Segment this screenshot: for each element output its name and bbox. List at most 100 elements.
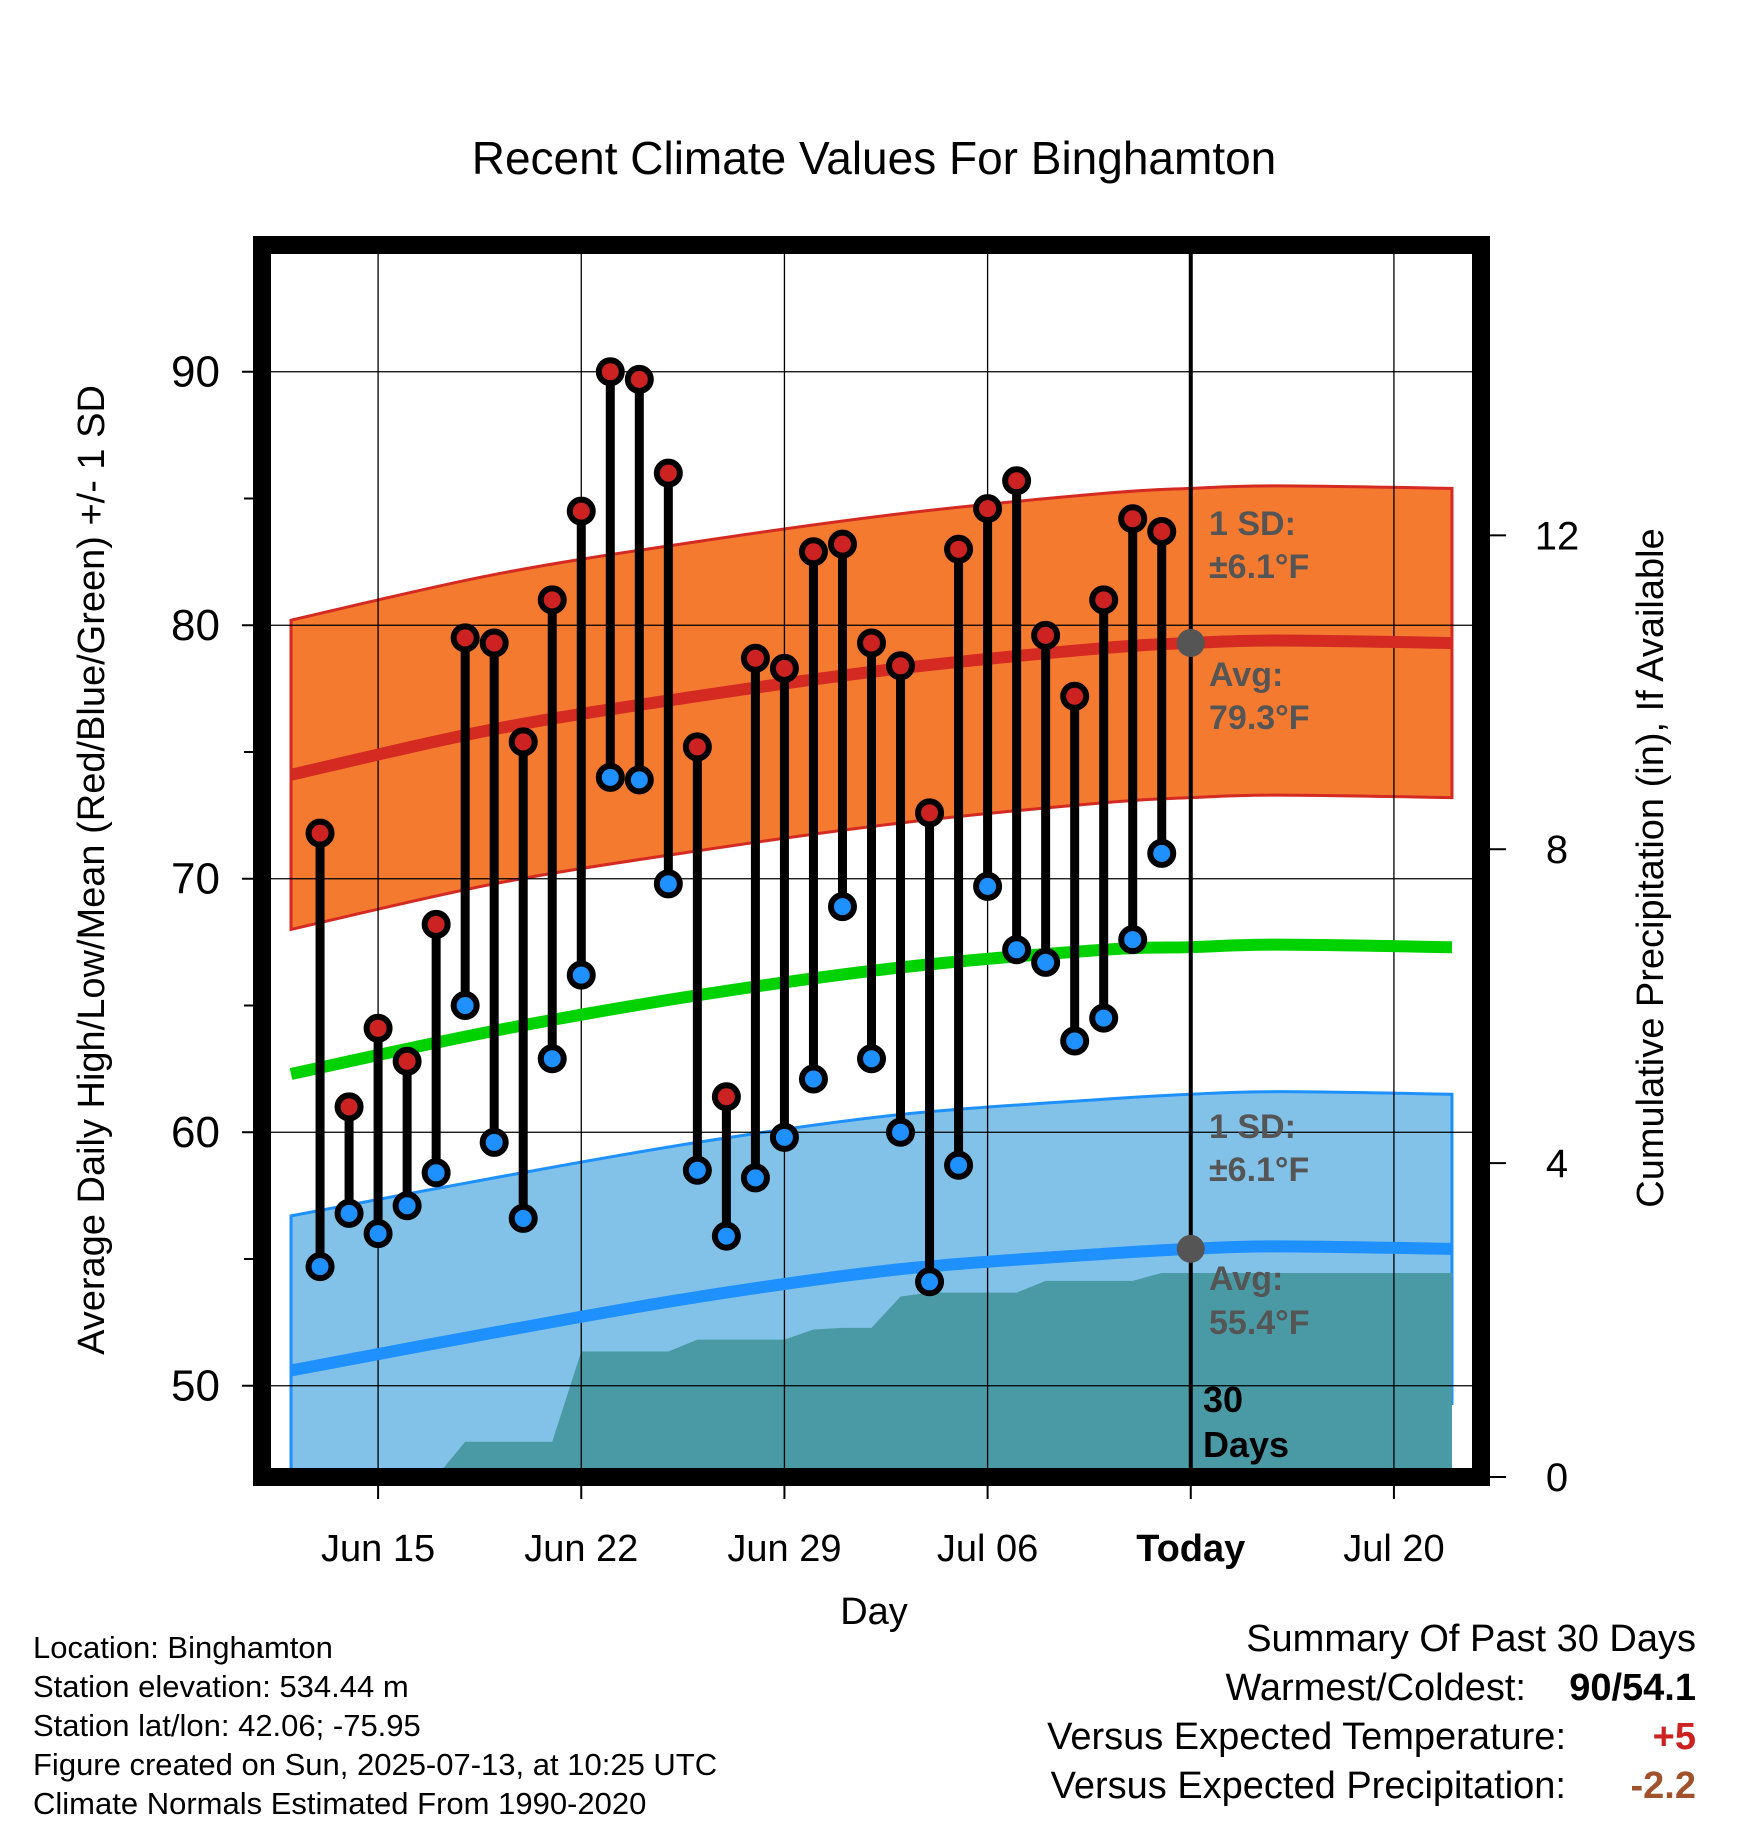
low-point bbox=[1031, 947, 1061, 977]
low-point bbox=[653, 869, 683, 899]
annotation-low-avg: Avg: 55.4°F bbox=[1209, 1260, 1310, 1342]
precip-cumulative-area bbox=[436, 1272, 1452, 1477]
summary-warm-cold-value: 90/54.1 bbox=[1569, 1667, 1696, 1709]
low-point bbox=[392, 1191, 422, 1221]
y-tick-label: 60 bbox=[171, 1108, 220, 1157]
high-point bbox=[334, 1092, 364, 1122]
station-location: Location: Binghamton bbox=[33, 1630, 333, 1665]
x-tick-label: Jun 29 bbox=[727, 1528, 841, 1570]
high-point bbox=[653, 458, 683, 488]
low-point bbox=[915, 1267, 945, 1297]
y2-tick-label: 0 bbox=[1546, 1456, 1568, 1500]
summary-row-precip: Versus Expected Precipitation: -2.2 bbox=[916, 1765, 1696, 1814]
annotation-precip-window-line1: 30 bbox=[1203, 1379, 1243, 1420]
low-point bbox=[886, 1117, 916, 1147]
x-tick-label: Jul 06 bbox=[937, 1528, 1038, 1570]
annotation-high-avg-line2: 79.3°F bbox=[1209, 699, 1310, 737]
low-point bbox=[973, 871, 1003, 901]
annotation-low-sd-line2: ±6.1°F bbox=[1209, 1151, 1309, 1189]
y-tick-label: 50 bbox=[171, 1362, 220, 1411]
high-point bbox=[363, 1013, 393, 1043]
station-latlon: Station lat/lon: 42.06; -75.95 bbox=[33, 1708, 421, 1743]
y2-tick-label: 8 bbox=[1546, 828, 1568, 872]
summary-temp-value: +5 bbox=[1652, 1716, 1696, 1758]
low-point bbox=[624, 765, 654, 795]
summary-row-temp: Versus Expected Temperature: +5 bbox=[916, 1716, 1696, 1765]
high-point bbox=[944, 534, 974, 564]
y2-tick-label: 12 bbox=[1535, 514, 1580, 558]
annotation-high-sd: 1 SD: ±6.1°F bbox=[1209, 505, 1309, 586]
high-point bbox=[740, 643, 770, 673]
high-point bbox=[1060, 681, 1090, 711]
low-point bbox=[566, 960, 596, 990]
low-point bbox=[682, 1155, 712, 1185]
low-point bbox=[1060, 1026, 1090, 1056]
annotation-high-avg-line1: Avg: bbox=[1209, 656, 1283, 694]
low-point bbox=[479, 1127, 509, 1157]
high-point bbox=[450, 623, 480, 653]
annotation-high-avg: Avg: 79.3°F bbox=[1209, 656, 1310, 737]
x-tick-label: Today bbox=[1136, 1528, 1245, 1570]
high-point bbox=[595, 357, 625, 387]
high-point bbox=[682, 732, 712, 762]
high-point bbox=[421, 909, 451, 939]
summary-temp-label: Versus Expected Temperature: bbox=[1047, 1716, 1566, 1758]
y-axis-label-left: Average Daily High/Low/Mean (Red/Blue/Gr… bbox=[71, 385, 113, 1355]
high-point bbox=[711, 1082, 741, 1112]
low-point bbox=[827, 892, 857, 922]
high-point bbox=[1002, 466, 1032, 496]
high-point bbox=[915, 798, 945, 828]
high-point bbox=[973, 494, 1003, 524]
annotation-precip-window-line2: Days bbox=[1203, 1424, 1289, 1465]
high-point bbox=[392, 1046, 422, 1076]
high-point bbox=[479, 628, 509, 658]
precipitation-area bbox=[436, 1272, 1452, 1477]
low-point bbox=[798, 1064, 828, 1094]
summary-panel: Summary Of Past 30 Days Warmest/Coldest:… bbox=[916, 1618, 1696, 1814]
annotation-high-sd-line1: 1 SD: bbox=[1209, 505, 1296, 543]
low-point bbox=[537, 1044, 567, 1074]
low-point bbox=[1118, 925, 1148, 955]
y2-tick-label: 4 bbox=[1546, 1142, 1568, 1186]
annotation-high-sd-line2: ±6.1°F bbox=[1209, 548, 1309, 586]
high-point bbox=[1118, 504, 1148, 534]
low-point bbox=[740, 1163, 770, 1193]
summary-warm-cold-label: Warmest/Coldest: bbox=[1225, 1667, 1526, 1709]
low-point bbox=[450, 990, 480, 1020]
low-point bbox=[1002, 935, 1032, 965]
x-axis-label: Day bbox=[840, 1591, 908, 1633]
today-high-normal-marker bbox=[1176, 628, 1205, 657]
y-axis-left: 50 60 70 80 90 bbox=[171, 348, 253, 1411]
high-point bbox=[1089, 585, 1119, 615]
annotation-low-avg-line1: Avg: bbox=[1209, 1260, 1283, 1298]
low-point bbox=[508, 1203, 538, 1233]
high-point bbox=[508, 727, 538, 757]
high-point bbox=[857, 628, 886, 658]
annotation-low-sd: 1 SD: ±6.1°F bbox=[1209, 1108, 1309, 1189]
high-point bbox=[798, 537, 828, 567]
low-point bbox=[711, 1221, 741, 1251]
high-point bbox=[769, 653, 799, 683]
x-tick-label: Jul 20 bbox=[1343, 1528, 1444, 1570]
low-point bbox=[305, 1252, 335, 1282]
figure-created: Figure created on Sun, 2025-07-13, at 10… bbox=[33, 1747, 718, 1782]
high-point bbox=[1031, 620, 1061, 650]
summary-precip-label: Versus Expected Precipitation: bbox=[1050, 1765, 1566, 1807]
station-info: Location: Binghamton Station elevation: … bbox=[33, 1628, 717, 1823]
low-point bbox=[1089, 1003, 1119, 1033]
annotation-low-avg-line2: 55.4°F bbox=[1209, 1304, 1310, 1342]
annotation-precip-window: 30 Days bbox=[1203, 1379, 1289, 1465]
low-point bbox=[1147, 838, 1177, 868]
low-point bbox=[421, 1158, 451, 1188]
y-tick-label: 90 bbox=[171, 348, 220, 397]
today-normal-markers bbox=[1176, 628, 1205, 1263]
summary-precip-value: -2.2 bbox=[1630, 1765, 1696, 1807]
x-tick-label: Jun 15 bbox=[321, 1528, 435, 1570]
low-point bbox=[334, 1198, 364, 1228]
high-point bbox=[1147, 516, 1177, 546]
high-point bbox=[537, 585, 567, 615]
summary-row-warm-cold: Warmest/Coldest: 90/54.1 bbox=[916, 1667, 1696, 1716]
station-elevation: Station elevation: 534.44 m bbox=[33, 1669, 409, 1704]
low-point bbox=[769, 1122, 799, 1152]
